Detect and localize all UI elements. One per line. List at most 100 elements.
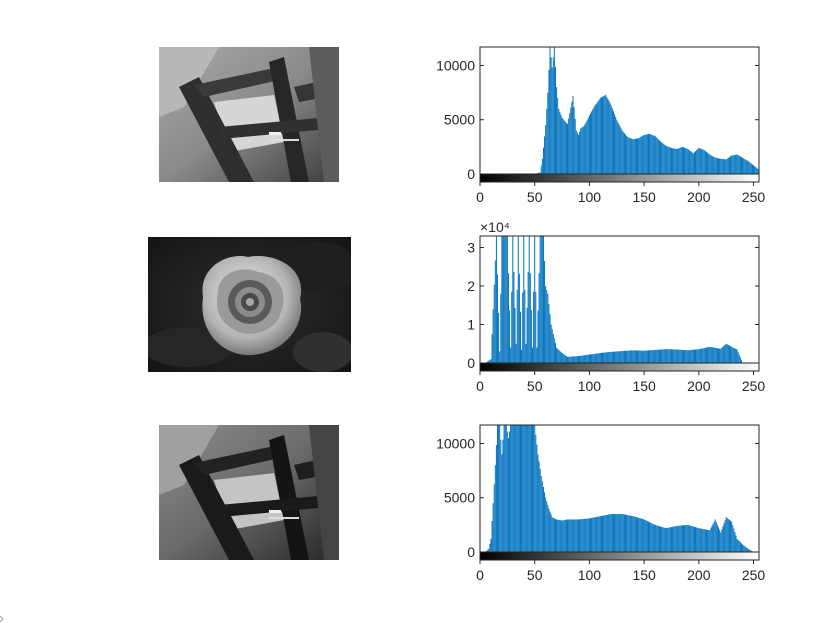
histogram-bar [573, 519, 575, 552]
histogram-bar [683, 147, 684, 174]
histogram-bar [573, 107, 575, 174]
histogram-bar [643, 519, 645, 552]
histogram-bar [715, 347, 717, 363]
histogram-bar [714, 157, 716, 174]
histogram-bar [558, 108, 560, 174]
axes-box [479, 46, 760, 175]
histogram-bar [696, 527, 698, 552]
y-tick-label: 10000 [436, 57, 475, 73]
histogram-bar [563, 520, 565, 552]
histogram-bar [513, 425, 515, 552]
histogram-bar [582, 355, 584, 363]
histogram-bar [634, 350, 636, 363]
y-exponent-label: ×10⁴ [480, 219, 510, 235]
histogram-bar [733, 155, 735, 174]
histogram-bar [628, 350, 630, 363]
histogram-bar [723, 523, 725, 552]
histogram-bar [738, 354, 740, 363]
histogram-bar [652, 523, 654, 552]
histogram-bar [662, 527, 664, 552]
histogram-bar [702, 528, 704, 552]
histogram-bar [688, 525, 690, 552]
histogram-bar [657, 139, 659, 174]
histogram-bar [658, 140, 660, 174]
x-tick-label: 50 [527, 567, 543, 583]
histogram-bar [502, 236, 504, 363]
histogram-bar [725, 343, 727, 363]
histogram-bar [609, 514, 611, 552]
histogram-bar [696, 150, 698, 174]
histogram-bar [498, 312, 500, 363]
histogram-bar [721, 529, 723, 552]
histogram-bar [579, 131, 581, 174]
histogram-bar [615, 116, 617, 174]
histogram-bar [576, 132, 578, 174]
histogram-bar [621, 514, 623, 552]
histogram-bar [603, 352, 605, 363]
histogram-bar [712, 523, 714, 552]
y-tick-label: 0 [467, 166, 475, 182]
histogram-bar [711, 155, 713, 174]
histogram-bar [596, 102, 598, 174]
histogram-bar [535, 291, 537, 363]
histogram-bar [699, 528, 701, 552]
histogram-axes-2: 0 1 2 3 ×10⁴ 0 50 100 150 200 250 [467, 219, 765, 394]
histogram-bar [663, 349, 665, 363]
histogram-bar [499, 351, 501, 363]
histogram-bar [737, 540, 739, 552]
grayscale-colorbar [479, 362, 760, 372]
y-tick-label: 3 [467, 240, 475, 256]
histogram-bar [536, 444, 538, 552]
histogram-bar [619, 351, 621, 363]
histogram-bar [687, 524, 689, 552]
histogram-bar [617, 514, 619, 552]
histogram-bar [629, 350, 631, 363]
histogram-bar [521, 349, 523, 363]
histogram-bar [530, 425, 532, 552]
histogram-bar [538, 172, 540, 174]
histogram-bar [623, 514, 625, 552]
histogram-bar [708, 530, 710, 552]
histogram-bar [548, 303, 550, 363]
histogram-bar [697, 527, 699, 552]
y-tick-label: 5000 [444, 112, 475, 128]
y-tick-label: 2 [467, 278, 475, 294]
y-tick-label: 5000 [444, 490, 475, 506]
histogram-bar [614, 351, 616, 363]
histogram-bar [490, 359, 492, 363]
histogram-bar [737, 352, 739, 363]
histogram-bar [669, 527, 671, 552]
histogram-bar [579, 519, 581, 552]
histogram-bar [540, 165, 542, 174]
histogram-bar [542, 236, 544, 363]
histogram-bar [713, 347, 715, 363]
histogram-bar [663, 527, 665, 552]
histogram-bar [627, 137, 629, 174]
histogram-bar [700, 348, 702, 363]
histogram-bar [723, 345, 725, 363]
histogram-bar [529, 273, 531, 363]
histogram-bar [741, 543, 742, 552]
histogram-bar [677, 148, 679, 174]
histogram-bar [725, 517, 727, 552]
histogram-bar [722, 159, 724, 174]
x-tick-label: 50 [527, 378, 543, 394]
histogram-bar [686, 350, 688, 363]
histogram-bar [756, 167, 758, 174]
histogram-bar [551, 67, 553, 174]
histogram-bar [739, 156, 741, 174]
histogram-bar [690, 349, 692, 363]
histogram-bar [580, 355, 582, 363]
x-tick-label: 0 [476, 378, 484, 394]
histogram-bar [640, 518, 642, 552]
histogram-bar [714, 519, 716, 552]
histogram-bar [638, 517, 640, 552]
histogram-bar [724, 520, 726, 552]
histogram-bar [495, 445, 497, 552]
histogram-bar [684, 147, 686, 174]
histogram-bar [583, 355, 585, 363]
histogram-bar [625, 350, 627, 363]
histogram-bar [670, 349, 672, 363]
histogram-bar [704, 347, 706, 363]
histogram-bar [744, 159, 746, 174]
